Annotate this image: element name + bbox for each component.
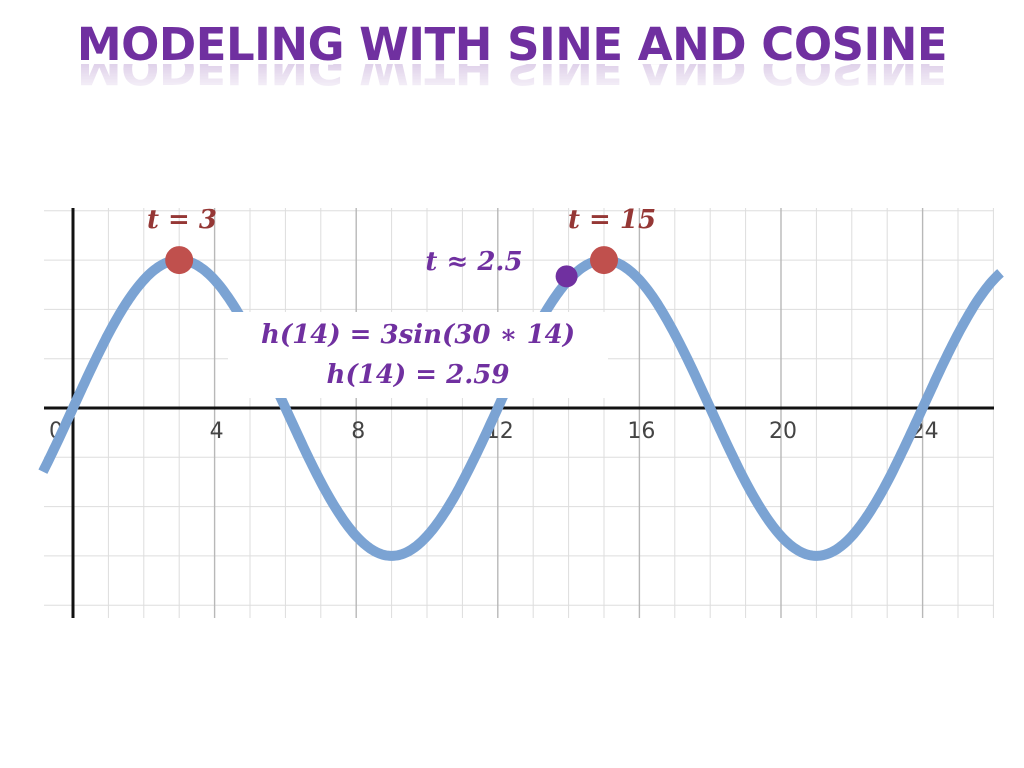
x-tick-label: 4 (210, 419, 224, 444)
annotation-line2: h(14) = 2.59 (327, 360, 510, 390)
annotation-line1: h(14) = 3sin(30 ∗ 14) (261, 320, 575, 350)
x-tick-label: 20 (769, 419, 797, 444)
peak-marker-2 (590, 246, 618, 275)
x-tick-label: 16 (627, 419, 655, 444)
peak-marker-1 (165, 246, 194, 275)
peak-label-1: t = 3 (147, 205, 217, 235)
title-area: MODELING WITH SINE AND COSINE MODELING W… (0, 14, 1024, 98)
annotation-box (228, 312, 608, 398)
point-marker (555, 265, 578, 288)
x-tick-labels: 0 4 8 12 16 20 24 (49, 419, 939, 444)
markers (165, 246, 618, 288)
page-title: MODELING WITH SINE AND COSINE (76, 18, 948, 71)
point-label: t ≈ 2.5 (425, 247, 522, 277)
peak-label-2: t = 15 (568, 205, 656, 235)
x-tick-label: 8 (351, 419, 365, 444)
grid-minor-lines (44, 208, 994, 618)
